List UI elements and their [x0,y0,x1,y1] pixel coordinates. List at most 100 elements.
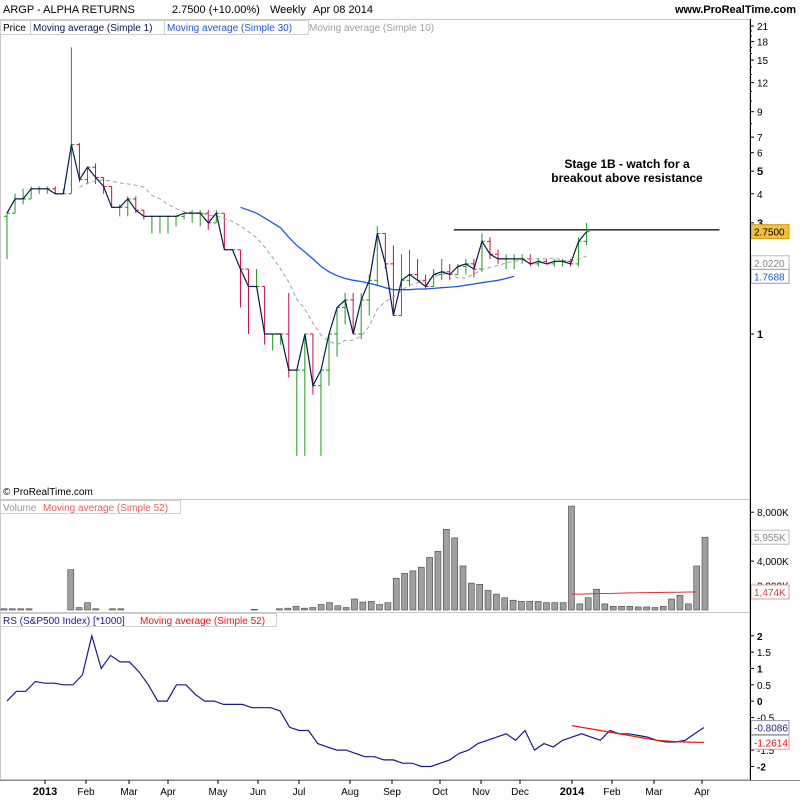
volume-bar [0,608,8,611]
header-site[interactable]: www.ProRealTime.com [674,4,796,16]
x-tick-label: Feb [603,787,621,798]
price-y-tick-label: 5 [757,166,763,178]
rs-panel-frame [0,612,750,780]
legend-ma10: Moving average (Simple 10) [309,23,434,34]
volume-bar [468,582,475,611]
volume-bar [109,608,116,611]
price-legend-box [0,20,309,35]
annotation-line-2: breakout above resistance [551,171,703,185]
price-y-tick-label: 6 [757,149,763,160]
volume-bar [451,537,458,611]
volume-bar [509,599,517,611]
volume-ma-label: 1,474K [754,588,786,599]
volume-y-tick-label: 4,000K [757,557,789,568]
volume-bar [659,606,667,611]
volume-ma-line [571,591,697,595]
legend-price: Price [3,23,26,34]
price-panel [4,47,720,456]
legend-volume: Volume [3,503,37,514]
volume-bar [634,606,642,611]
x-tick-label: Oct [432,787,448,798]
rs-y-tick-label: 1 [757,664,763,675]
rs-y-tick-label: 1.5 [757,648,771,659]
volume-bar [92,608,100,611]
volume-bar [376,604,383,611]
volume-bar [626,606,634,611]
volume-panel-frame [0,499,750,613]
price-y-tick-label: 1 [757,329,763,341]
x-tick-label: 2013 [33,786,57,798]
volume-bar [584,597,592,611]
x-tick-label: Jun [250,787,266,798]
rs-ma-label: -1.2614 [754,738,788,749]
volume-last-label: 5,955K [754,533,786,544]
price-y-tick-label: 21 [757,22,769,33]
x-tick-label: Dec [511,787,529,798]
volume-bar [493,593,500,611]
volume-bar [251,609,258,611]
volume-bar [17,608,24,611]
volume-bar [534,601,542,611]
volume-legend-box [0,500,181,514]
volume-bar [276,608,283,611]
volume-bar [317,604,325,611]
rs-y-tick-label: -1.5 [757,746,775,757]
volume-panel [0,505,709,611]
x-tick-label: 2014 [560,786,585,798]
volume-bar [284,607,292,611]
volume-bar [334,605,342,611]
ma10-line [79,179,587,346]
price-y-tick-label: 4 [757,190,763,201]
annotation-line-1: Stage 1B - watch for a [564,157,690,171]
volume-bar [351,598,358,611]
price-y-tick-label: 15 [757,56,769,67]
rs-y-tick-label: 0 [757,697,763,708]
volume-bar [618,606,625,611]
x-tick-label: Apr [160,787,176,798]
ma1-line [6,144,588,388]
x-tick-label: Apr [694,787,710,798]
price-y-tick-label: 18 [757,38,769,49]
rs-panel [6,633,705,768]
header-price: 2.7500 (+10.00%) [172,4,260,16]
volume-bar [526,601,534,611]
volume-bar [442,529,450,611]
rs-ma-line [571,725,704,743]
rs-legend-box [0,613,277,627]
volume-bar [459,565,467,611]
x-tick-label: Aug [341,787,359,798]
rs-last-label: -0.8086 [754,724,788,735]
volume-bar [75,607,83,611]
volume-bar [559,602,567,611]
volume-bar [484,590,492,611]
volume-bar [401,573,408,611]
price-panel-frame [0,19,750,500]
legend-ma30: Moving average (Simple 30) [167,23,292,34]
rs-y-tick-label: 2 [757,632,763,643]
volume-bar [568,505,575,611]
volume-y-tick-label: 8,000K [757,508,789,519]
volume-bar [501,597,509,611]
header-period: Weekly [270,4,306,16]
copyright: © ProRealTime.com [3,487,93,498]
volume-bar [384,602,392,611]
price-ma30-label: 1.7688 [754,272,785,283]
x-tick-label: Jul [293,787,306,798]
x-tick-label: Feb [77,787,95,798]
volume-bar [593,588,600,611]
volume-bar [342,607,350,611]
volume-bar [576,603,584,611]
volume-bar [693,565,700,611]
volume-bar [676,595,684,611]
price-y-tick-label: 9 [757,108,763,119]
volume-bar [84,602,91,611]
x-tick-label: Mar [645,787,663,798]
volume-bar [392,577,400,611]
volume-bar [409,570,417,611]
volume-bar [701,536,709,611]
price-last-label: 2.7500 [754,228,785,239]
price-y-tick-label: 7 [757,133,763,144]
x-tick-label: Nov [472,787,490,798]
